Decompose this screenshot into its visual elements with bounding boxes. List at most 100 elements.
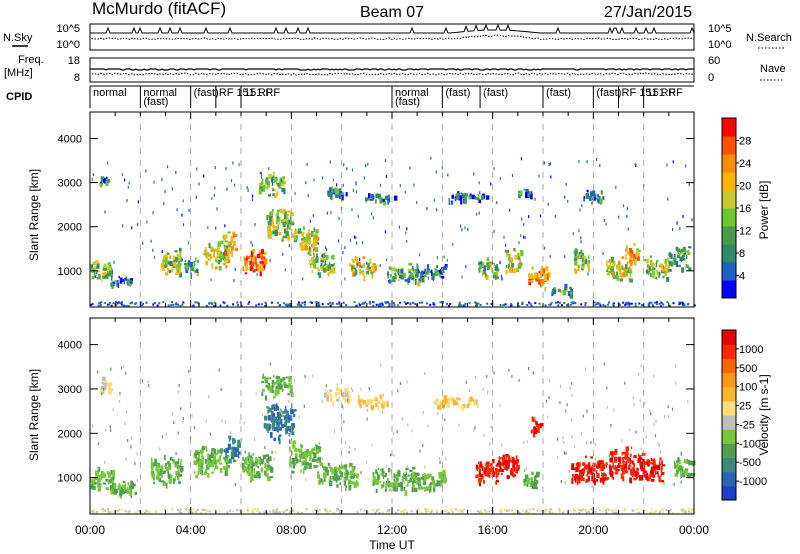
power-echo-cell <box>375 193 378 199</box>
velocity-echo-cell <box>150 470 153 475</box>
power-echo-cell <box>599 197 603 204</box>
power-scatter-cell <box>523 235 525 239</box>
velocity-near-range-cell <box>192 508 195 511</box>
power-near-range-cell <box>619 303 621 306</box>
velocity-echo-cell <box>199 467 203 473</box>
velocity-near-range-cell <box>397 509 400 512</box>
power-echo-cell <box>266 186 269 190</box>
velocity-near-range-cell <box>115 510 118 513</box>
velocity-echo-cell <box>244 467 248 471</box>
power-echo-cell <box>577 252 579 259</box>
velocity-echo-cell <box>525 479 527 482</box>
velocity-echo-cell <box>292 423 294 427</box>
power-echo-cell <box>523 188 526 191</box>
velocity-echo-cell <box>452 398 455 401</box>
velocity-echo-cell <box>530 471 534 476</box>
velocity-echo-cell <box>417 477 421 482</box>
velocity-echo-cell <box>155 463 159 469</box>
freq-unit: [MHz] <box>4 67 33 79</box>
power-scatter-cell <box>461 275 463 279</box>
velocity-echo-cell <box>579 474 584 477</box>
power-echo-cell <box>98 274 101 280</box>
power-echo-cell <box>126 278 130 284</box>
power-echo-cell <box>662 275 665 279</box>
velocity-echo-cell <box>106 471 110 475</box>
power-near-range-cell <box>100 301 103 304</box>
velocity-near-range-cell <box>682 509 685 511</box>
power-echo-cell <box>592 190 596 196</box>
power-scatter-cell <box>164 190 166 194</box>
power-echo-cell <box>103 263 107 268</box>
velocity-echo-cell <box>344 472 346 476</box>
velocity-scatter-cell <box>301 445 303 449</box>
velocity-echo-cell <box>215 460 218 465</box>
velocity-scatter-cell <box>445 457 447 461</box>
time-axis-ticks: 00:00 04:00 08:00 12:00 16:00 20:00 00:00 <box>75 523 709 537</box>
velocity-scatter-cell <box>130 436 133 440</box>
power-echo-cell <box>637 253 640 257</box>
power-near-range-cell <box>548 303 551 306</box>
cpid-label-text: RF 151 RF <box>219 87 273 99</box>
power-near-range-cell <box>116 302 119 305</box>
velocity-echo-cell <box>214 460 217 467</box>
power-near-range-cell <box>317 301 320 304</box>
power-echo-cell <box>455 193 458 197</box>
velocity-echo-cell <box>260 458 262 465</box>
velocity-echo-cell <box>388 467 391 473</box>
velocity-echo-cell <box>345 470 349 475</box>
velocity-echo-cell <box>271 407 276 410</box>
power-echo-cell <box>285 227 288 232</box>
velocity-near-range-cell <box>251 509 254 512</box>
power-near-range-cell <box>270 301 273 304</box>
power-scatter-cell <box>146 220 148 224</box>
velocity-near-range-cell <box>184 508 187 511</box>
power-scatter-cell <box>398 225 400 229</box>
power-near-range-cell <box>652 305 655 307</box>
power-echo-cell <box>291 229 293 232</box>
velocity-echo-region <box>608 446 646 484</box>
velocity-echo-cell <box>225 452 227 458</box>
power-scatter-cell <box>493 229 495 233</box>
velocity-echo-cell <box>324 478 326 482</box>
velocity-scatter-cell <box>101 392 103 396</box>
velocity-echo-cell <box>307 450 312 457</box>
power-echo-cell <box>279 183 282 187</box>
power-scatter-cell <box>269 193 272 197</box>
velocity-echo-cell <box>261 380 264 383</box>
power-near-range-cell <box>388 304 391 307</box>
velocity-echo-cell <box>625 450 628 456</box>
power-scatter-cell <box>309 219 311 223</box>
power-echo-cell <box>538 276 541 279</box>
power-echo-cell <box>223 236 228 239</box>
velocity-echo-cell <box>228 436 231 442</box>
power-echo-cell <box>480 262 484 268</box>
velocity-near-range-cell <box>450 509 453 512</box>
velocity-echo-cell <box>249 455 252 458</box>
power-echo-cell <box>389 273 392 278</box>
power-scatter-cell <box>113 260 115 264</box>
velocity-echo-cell <box>291 403 293 409</box>
power-echo-cell <box>370 270 373 275</box>
velocity-echo-cell <box>675 464 677 468</box>
velocity-near-range-cell <box>253 508 256 510</box>
velocity-scatter-cell <box>321 457 323 461</box>
power-near-range-cell <box>359 304 361 306</box>
velocity-echo-cell <box>255 457 258 463</box>
power-echo-cell <box>656 259 659 263</box>
velocity-echo-cell <box>618 463 620 466</box>
velocity-echo-cell <box>688 460 692 466</box>
power-echo-cell <box>581 253 584 258</box>
velocity-echo-cell <box>531 416 533 421</box>
colorbar-segment <box>722 190 736 209</box>
power-echo-cell <box>587 260 590 264</box>
power-echo-cell <box>178 251 182 257</box>
power-near-range-cell <box>112 302 115 304</box>
velocity-scatter-cell <box>644 401 646 405</box>
velocity-echo-cell <box>579 461 581 468</box>
power-scatter-cell <box>317 242 319 246</box>
velocity-echo-cell <box>428 485 431 488</box>
velocity-echo-cell <box>692 463 695 466</box>
power-scatter-cell <box>408 276 410 280</box>
velocity-scatter-cell <box>172 459 174 462</box>
power-echo-cell <box>184 260 187 263</box>
